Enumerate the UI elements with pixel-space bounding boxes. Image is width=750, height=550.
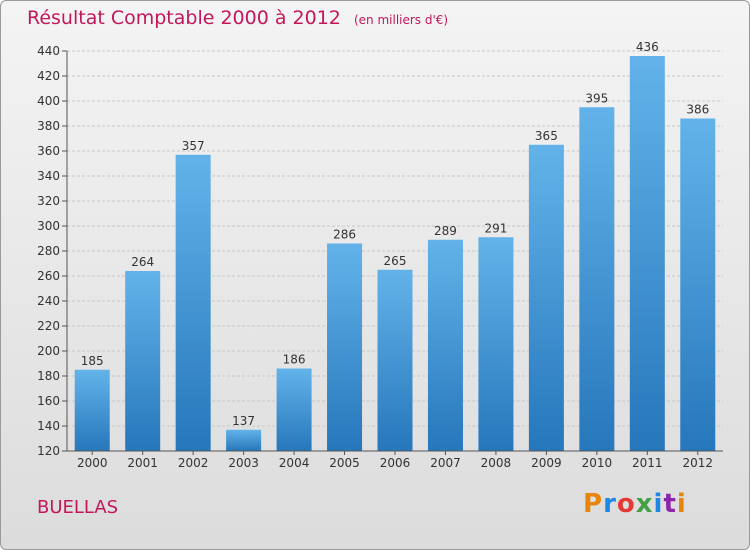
y-tick-label: 340 xyxy=(37,169,60,183)
bar-value-label: 137 xyxy=(232,414,255,428)
bar-2004[interactable] xyxy=(276,368,312,452)
logo-letter: P xyxy=(583,489,604,519)
x-tick-label: 2001 xyxy=(127,456,158,470)
logo-letter: i xyxy=(653,489,664,519)
x-tick-label: 2012 xyxy=(682,456,713,470)
bar-value-label: 291 xyxy=(484,221,507,235)
bar-2005[interactable] xyxy=(327,243,363,452)
x-tick-label: 2007 xyxy=(430,456,461,470)
y-tick-label: 420 xyxy=(37,69,60,83)
x-axis: 2000 2001 2002 2003 2004 2005 2006 2007 2008 2009… xyxy=(67,450,723,470)
x-tick-label: 2006 xyxy=(380,456,411,470)
y-tick-label: 220 xyxy=(37,319,60,333)
chart-title-block: Résultat Comptable 2000 à 2012 (en milli… xyxy=(27,7,448,29)
bar-2009[interactable] xyxy=(528,144,564,451)
bar-2000[interactable] xyxy=(74,369,110,451)
bars: 185 264 357 137 186 286 265 289 291 365 395 436 386 xyxy=(74,40,716,452)
logo-letter: t xyxy=(663,489,677,519)
y-tick-label: 280 xyxy=(37,244,60,258)
y-axis: 120 140 160 180 200 220 240 260 280 300 320 340 360 3… xyxy=(37,44,68,458)
x-tick-label: 2005 xyxy=(329,456,360,470)
y-tick-label: 240 xyxy=(37,294,60,308)
chart-unit-label: (en milliers d'€) xyxy=(353,13,449,27)
bar-value-label: 289 xyxy=(434,224,457,238)
bar-2012[interactable] xyxy=(680,118,716,452)
y-tick-label: 140 xyxy=(37,419,60,433)
x-tick-label: 2004 xyxy=(279,456,310,470)
x-tick-label: 2010 xyxy=(582,456,613,470)
bar-2008[interactable] xyxy=(478,237,514,451)
y-tick-label: 320 xyxy=(37,194,60,208)
commune-name: BUELLAS xyxy=(37,497,119,518)
x-tick-label: 2002 xyxy=(178,456,209,470)
logo-letter: o xyxy=(616,489,636,519)
bar-2003[interactable] xyxy=(226,429,262,451)
y-tick-label: 160 xyxy=(37,394,60,408)
bar-2007[interactable] xyxy=(427,239,463,451)
x-tick-label: 2000 xyxy=(77,456,108,470)
bar-value-label: 386 xyxy=(686,103,709,117)
y-tick-label: 120 xyxy=(37,444,60,458)
bar-value-label: 264 xyxy=(131,255,154,269)
x-tick-label: 2011 xyxy=(632,456,663,470)
bar-value-label: 186 xyxy=(283,353,306,367)
y-tick-label: 400 xyxy=(37,94,60,108)
bar-value-label: 436 xyxy=(636,40,659,54)
y-tick-label: 440 xyxy=(37,44,60,58)
logo-letter: r xyxy=(603,489,617,519)
bar-2011[interactable] xyxy=(629,56,665,451)
x-tick-label: 2003 xyxy=(228,456,259,470)
bar-value-label: 265 xyxy=(384,254,407,268)
y-tick-label: 300 xyxy=(37,219,60,233)
y-tick-label: 260 xyxy=(37,269,60,283)
y-tick-label: 180 xyxy=(37,369,60,383)
bar-2010[interactable] xyxy=(579,107,615,451)
bar-2001[interactable] xyxy=(125,271,161,451)
x-tick-label: 2009 xyxy=(531,456,562,470)
y-tick-label: 360 xyxy=(37,144,60,158)
bar-value-label: 286 xyxy=(333,228,356,242)
proxiti-logo[interactable]: Proxiti xyxy=(583,489,687,519)
logo-letter: x xyxy=(635,489,654,519)
bar-value-label: 185 xyxy=(81,354,104,368)
chart-title: Résultat Comptable 2000 à 2012 xyxy=(27,7,341,29)
x-tick-label: 2008 xyxy=(481,456,512,470)
logo-letter: i xyxy=(676,489,687,519)
bar-value-label: 357 xyxy=(182,139,205,153)
bar-2006[interactable] xyxy=(377,269,413,451)
bar-value-label: 395 xyxy=(585,91,608,105)
bar-2002[interactable] xyxy=(175,154,211,451)
y-tick-label: 380 xyxy=(37,119,60,133)
bar-value-label: 365 xyxy=(535,129,558,143)
y-tick-label: 200 xyxy=(37,344,60,358)
